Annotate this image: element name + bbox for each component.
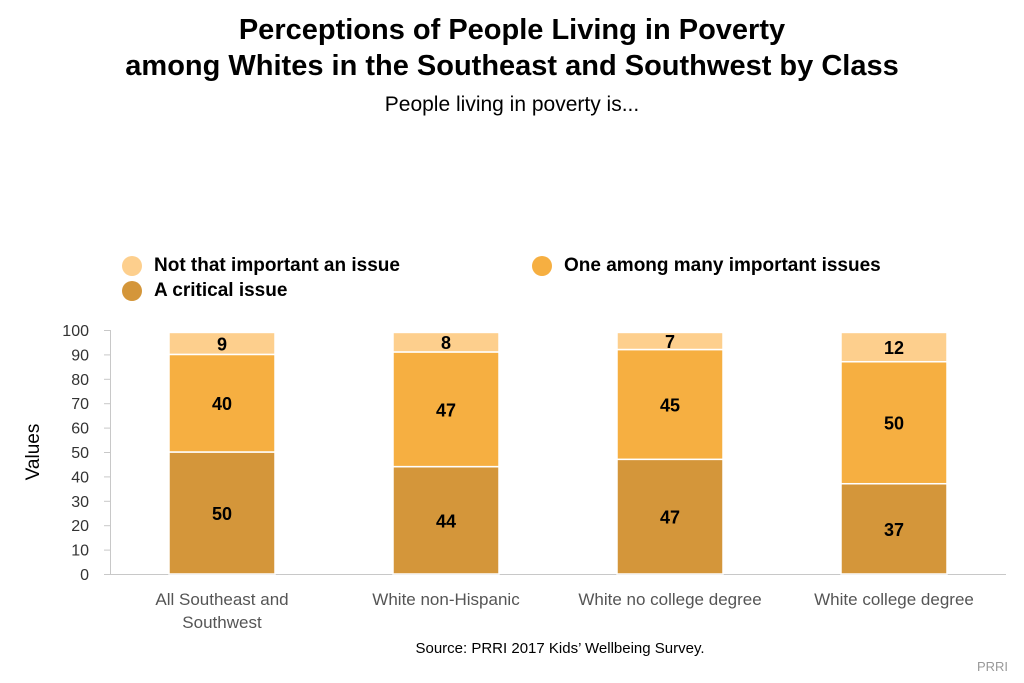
y-tick-label: 100 bbox=[62, 323, 89, 340]
bar-segment bbox=[392, 331, 500, 353]
source-note: Source: PRRI 2017 Kids’ Wellbeing Survey… bbox=[415, 640, 705, 657]
chart-bars bbox=[168, 331, 948, 575]
legend-dot-not-important-icon bbox=[122, 256, 142, 276]
data-label: 50 bbox=[212, 504, 232, 524]
y-tick-label: 30 bbox=[71, 494, 89, 511]
data-label: 9 bbox=[217, 334, 227, 354]
data-label: 47 bbox=[660, 508, 680, 528]
y-tick-label: 90 bbox=[71, 347, 89, 364]
data-label: 44 bbox=[436, 511, 456, 531]
legend-item-critical: A critical issue bbox=[122, 280, 287, 302]
bar-segment bbox=[168, 331, 276, 356]
bar-segment bbox=[392, 465, 500, 575]
legend-label-one-among-many: One among many important issues bbox=[564, 255, 881, 276]
y-tick-label: 60 bbox=[71, 421, 89, 438]
y-axis-label: Values bbox=[23, 424, 44, 481]
data-label: 12 bbox=[884, 338, 904, 358]
bar-segment bbox=[168, 451, 276, 575]
bar-segment bbox=[840, 482, 948, 575]
y-tick-label: 40 bbox=[71, 469, 89, 486]
y-tick-label: 50 bbox=[71, 445, 89, 462]
brand-mark: PRRI bbox=[976, 659, 1008, 674]
chart-axes: 0 10 20 30 40 50 60 70 80 90 100 Values All Southeas… bbox=[23, 323, 1006, 632]
legend-item-not-important: Not that important an issue bbox=[122, 255, 400, 277]
y-tick-label: 20 bbox=[71, 518, 89, 535]
legend-dot-critical-icon bbox=[122, 281, 142, 301]
x-category-label: Southwest bbox=[182, 613, 262, 632]
chart-labels: 50 40 9 44 47 8 47 45 7 37 50 12 bbox=[212, 332, 904, 540]
data-label: 40 bbox=[212, 394, 232, 414]
data-label: 50 bbox=[884, 414, 904, 434]
data-label: 45 bbox=[660, 395, 680, 415]
x-category-label: White college degree bbox=[814, 590, 974, 609]
data-label: 8 bbox=[441, 333, 451, 353]
chart-subtitle: People living in poverty is... bbox=[384, 93, 640, 116]
data-label: 7 bbox=[665, 332, 675, 352]
y-tick-label: 80 bbox=[71, 372, 89, 389]
y-tick-label: 70 bbox=[71, 396, 89, 413]
legend-label-not-important: Not that important an issue bbox=[154, 255, 400, 276]
bar-segment bbox=[616, 331, 724, 351]
legend-item-one-among-many: One among many important issues bbox=[532, 255, 881, 277]
chart-title-line-2: among Whites in the Southeast and Southw… bbox=[125, 50, 899, 82]
legend-dot-one-among-many-icon bbox=[532, 256, 552, 276]
bar-segment bbox=[840, 360, 948, 485]
y-tick-label: 10 bbox=[71, 543, 89, 560]
x-category-label: White no college degree bbox=[578, 590, 761, 609]
x-category-label: All Southeast and bbox=[155, 590, 288, 609]
bar-segment bbox=[840, 331, 948, 363]
bar-segment bbox=[168, 353, 276, 453]
legend-label-critical: A critical issue bbox=[154, 280, 288, 301]
x-category-label: White non-Hispanic bbox=[372, 590, 520, 609]
y-tick-label: 0 bbox=[80, 567, 89, 584]
bar-segment bbox=[616, 458, 724, 575]
bar-segment bbox=[616, 348, 724, 461]
bar-segment bbox=[392, 351, 500, 468]
chart-title-line-1: Perceptions of People Living in Poverty bbox=[238, 14, 786, 46]
data-label: 37 bbox=[884, 520, 904, 540]
data-label: 47 bbox=[436, 400, 456, 420]
